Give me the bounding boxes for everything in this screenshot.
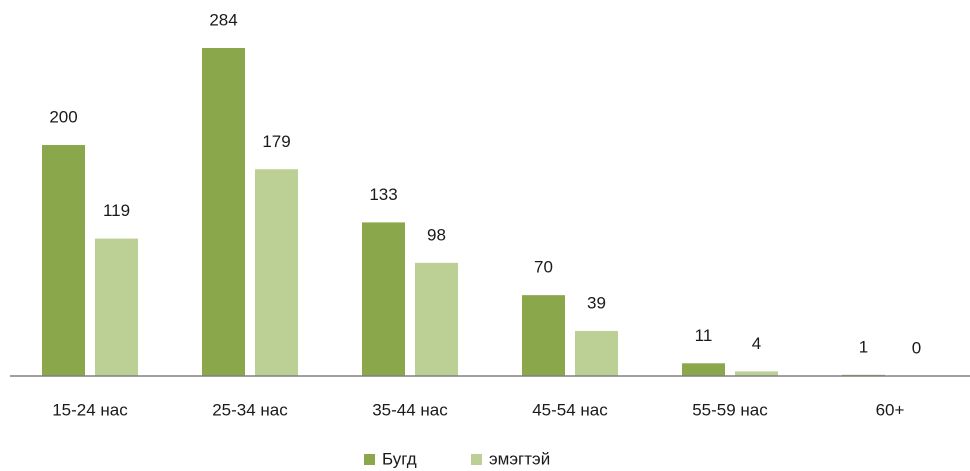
data-label: 179 (262, 132, 290, 151)
bar (202, 48, 245, 376)
data-label: 119 (103, 201, 130, 220)
x-tick-label: 55-59 нас (692, 400, 768, 419)
bar (362, 222, 405, 376)
data-label: 39 (587, 293, 606, 312)
legend-label: эмэгтэй (489, 449, 550, 468)
bar (682, 363, 725, 376)
data-label: 70 (534, 258, 553, 277)
data-label: 133 (369, 185, 397, 204)
x-tick-label: 60+ (876, 400, 905, 419)
data-label: 98 (427, 225, 446, 244)
bar (255, 169, 298, 376)
x-tick-label: 35-44 нас (372, 400, 448, 419)
x-tick-label: 45-54 нас (532, 400, 608, 419)
bar (522, 295, 565, 376)
bar (95, 238, 138, 376)
data-label: 284 (209, 10, 237, 29)
legend-swatch (364, 454, 375, 465)
data-label: 11 (695, 326, 713, 345)
bar (415, 262, 458, 376)
x-tick-label: 15-24 нас (52, 400, 128, 419)
data-label: 0 (912, 338, 921, 357)
x-tick-label: 25-34 нас (212, 400, 288, 419)
data-label: 1 (859, 337, 868, 356)
data-label: 200 (49, 107, 77, 126)
legend-swatch (471, 454, 482, 465)
bar (575, 330, 618, 376)
bar (735, 371, 778, 376)
legend-label: Бугд (382, 449, 417, 468)
data-label: 4 (752, 334, 761, 353)
bar (42, 145, 85, 376)
